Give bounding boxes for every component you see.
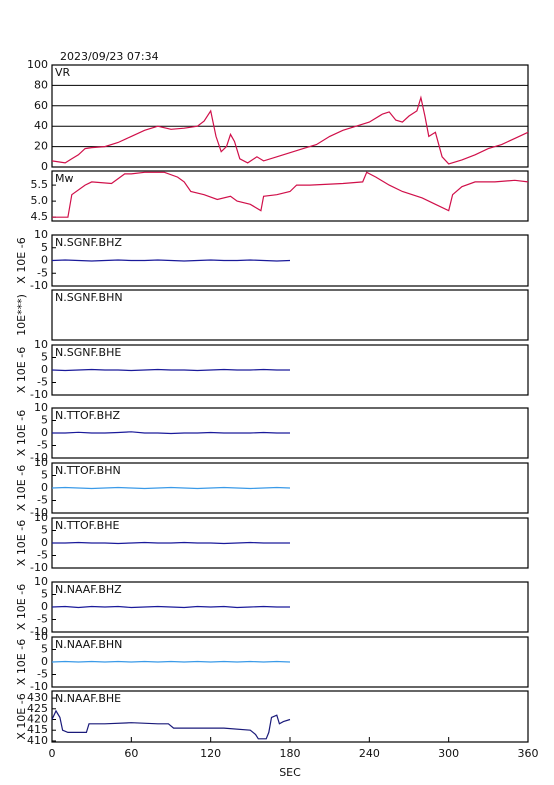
y-tick-label: 5.0 xyxy=(31,194,49,207)
x-tick-label: 0 xyxy=(49,747,56,760)
y-tick-label: 420 xyxy=(27,713,48,726)
y-tick-label: 100 xyxy=(27,58,48,71)
y-tick-label: 0 xyxy=(41,426,48,439)
y-axis-label: X 10E -6 xyxy=(15,465,28,511)
panel-label: N.SGNF.BHZ xyxy=(55,236,122,249)
y-axis-label: X 10E -6 xyxy=(15,584,28,630)
y-tick-label: 10 xyxy=(34,338,48,351)
panel-label: VR xyxy=(55,66,71,79)
y-tick-label: 5 xyxy=(41,241,48,254)
x-tick-label: 240 xyxy=(359,747,380,760)
y-tick-label: 0 xyxy=(41,363,48,376)
trace-line xyxy=(52,541,290,545)
y-tick-label: -10 xyxy=(30,561,48,574)
panel-label: N.TTOF.BHE xyxy=(55,519,120,532)
y-tick-label: 415 xyxy=(27,723,48,736)
trace-line xyxy=(52,431,290,435)
x-tick-label: 120 xyxy=(200,747,221,760)
y-axis-label: 10E***) xyxy=(15,294,28,336)
trace-line xyxy=(51,368,290,372)
y-tick-label: 5 xyxy=(41,524,48,537)
y-tick-label: 430 xyxy=(27,691,48,704)
trace-line xyxy=(52,171,529,218)
trace-line xyxy=(51,95,529,165)
panel-label: N.NAAF.BHE xyxy=(55,692,121,705)
y-tick-label: 0 xyxy=(41,254,48,267)
x-tick-label: 60 xyxy=(124,747,138,760)
panel-label: Mw xyxy=(55,172,74,185)
y-tick-label: 0 xyxy=(41,655,48,668)
y-tick-label: 425 xyxy=(27,702,48,715)
y-tick-label: 10 xyxy=(34,630,48,643)
panel-label: N.SGNF.BHN xyxy=(55,291,123,304)
y-axis-label: X 10E -6 xyxy=(15,639,28,685)
y-tick-label: 20 xyxy=(34,140,48,153)
panel-frame xyxy=(51,64,529,168)
panel-label: N.TTOF.BHZ xyxy=(55,409,121,422)
y-axis-label: X 10E -6 xyxy=(15,237,28,283)
trace-line xyxy=(51,709,291,740)
panel-label: N.SGNF.BHE xyxy=(55,346,121,359)
x-tick-label: 360 xyxy=(518,747,539,760)
y-tick-label: 0 xyxy=(41,536,48,549)
y-tick-label: 5 xyxy=(41,351,48,364)
x-tick-label: 180 xyxy=(280,747,301,760)
trace-line xyxy=(51,486,291,490)
panel-frame xyxy=(51,170,529,222)
y-tick-label: 10 xyxy=(34,228,48,241)
y-tick-label: 4.5 xyxy=(31,210,49,223)
trace-line xyxy=(51,605,290,609)
y-tick-label: 60 xyxy=(34,99,48,112)
x-axis-label: SEC xyxy=(279,766,301,779)
y-axis-label: X 10E -6 xyxy=(15,410,28,456)
y-tick-label: 5.5 xyxy=(31,178,49,191)
y-tick-label: -10 xyxy=(30,451,48,464)
x-tick-label: 300 xyxy=(438,747,459,760)
y-tick-label: 10 xyxy=(34,511,48,524)
y-tick-label: 5 xyxy=(41,588,48,601)
y-tick-label: -5 xyxy=(37,494,48,507)
y-tick-label: -10 xyxy=(30,506,48,519)
trace-line xyxy=(51,259,291,262)
y-tick-label: -10 xyxy=(30,625,48,638)
y-tick-label: -10 xyxy=(30,388,48,401)
panel-frame xyxy=(51,289,529,341)
y-axis-label: X 10E -6 xyxy=(15,347,28,393)
y-tick-label: -5 xyxy=(37,376,48,389)
y-tick-label: 10 xyxy=(34,575,48,588)
trace-line xyxy=(51,660,291,663)
y-tick-label: 5 xyxy=(41,414,48,427)
panel-label: N.NAAF.BHZ xyxy=(55,583,122,596)
y-axis-label: X 10E -6 xyxy=(15,693,28,739)
y-tick-label: -10 xyxy=(30,279,48,292)
y-tick-label: -5 xyxy=(37,668,48,681)
y-tick-label: 40 xyxy=(34,119,48,132)
y-tick-label: -5 xyxy=(37,266,48,279)
y-tick-label: -10 xyxy=(30,680,48,693)
y-tick-label: 0 xyxy=(41,600,48,613)
chart-title: 2023/09/23 07:34 xyxy=(60,50,159,63)
panel-label: N.TTOF.BHN xyxy=(55,464,121,477)
y-axis-label: X 10E -6 xyxy=(15,520,28,566)
panel-label: N.NAAF.BHN xyxy=(55,638,122,651)
y-tick-label: 10 xyxy=(34,401,48,414)
y-tick-label: 5 xyxy=(41,469,48,482)
y-tick-label: 5 xyxy=(41,643,48,656)
y-tick-label: -5 xyxy=(37,613,48,626)
y-tick-label: -5 xyxy=(37,439,48,452)
panel-frame xyxy=(51,690,529,743)
y-tick-label: 0 xyxy=(41,481,48,494)
y-tick-label: 410 xyxy=(27,734,48,747)
y-tick-label: 10 xyxy=(34,456,48,469)
y-tick-label: 80 xyxy=(34,78,48,91)
y-tick-label: 0 xyxy=(41,160,48,173)
y-tick-label: -5 xyxy=(37,549,48,562)
